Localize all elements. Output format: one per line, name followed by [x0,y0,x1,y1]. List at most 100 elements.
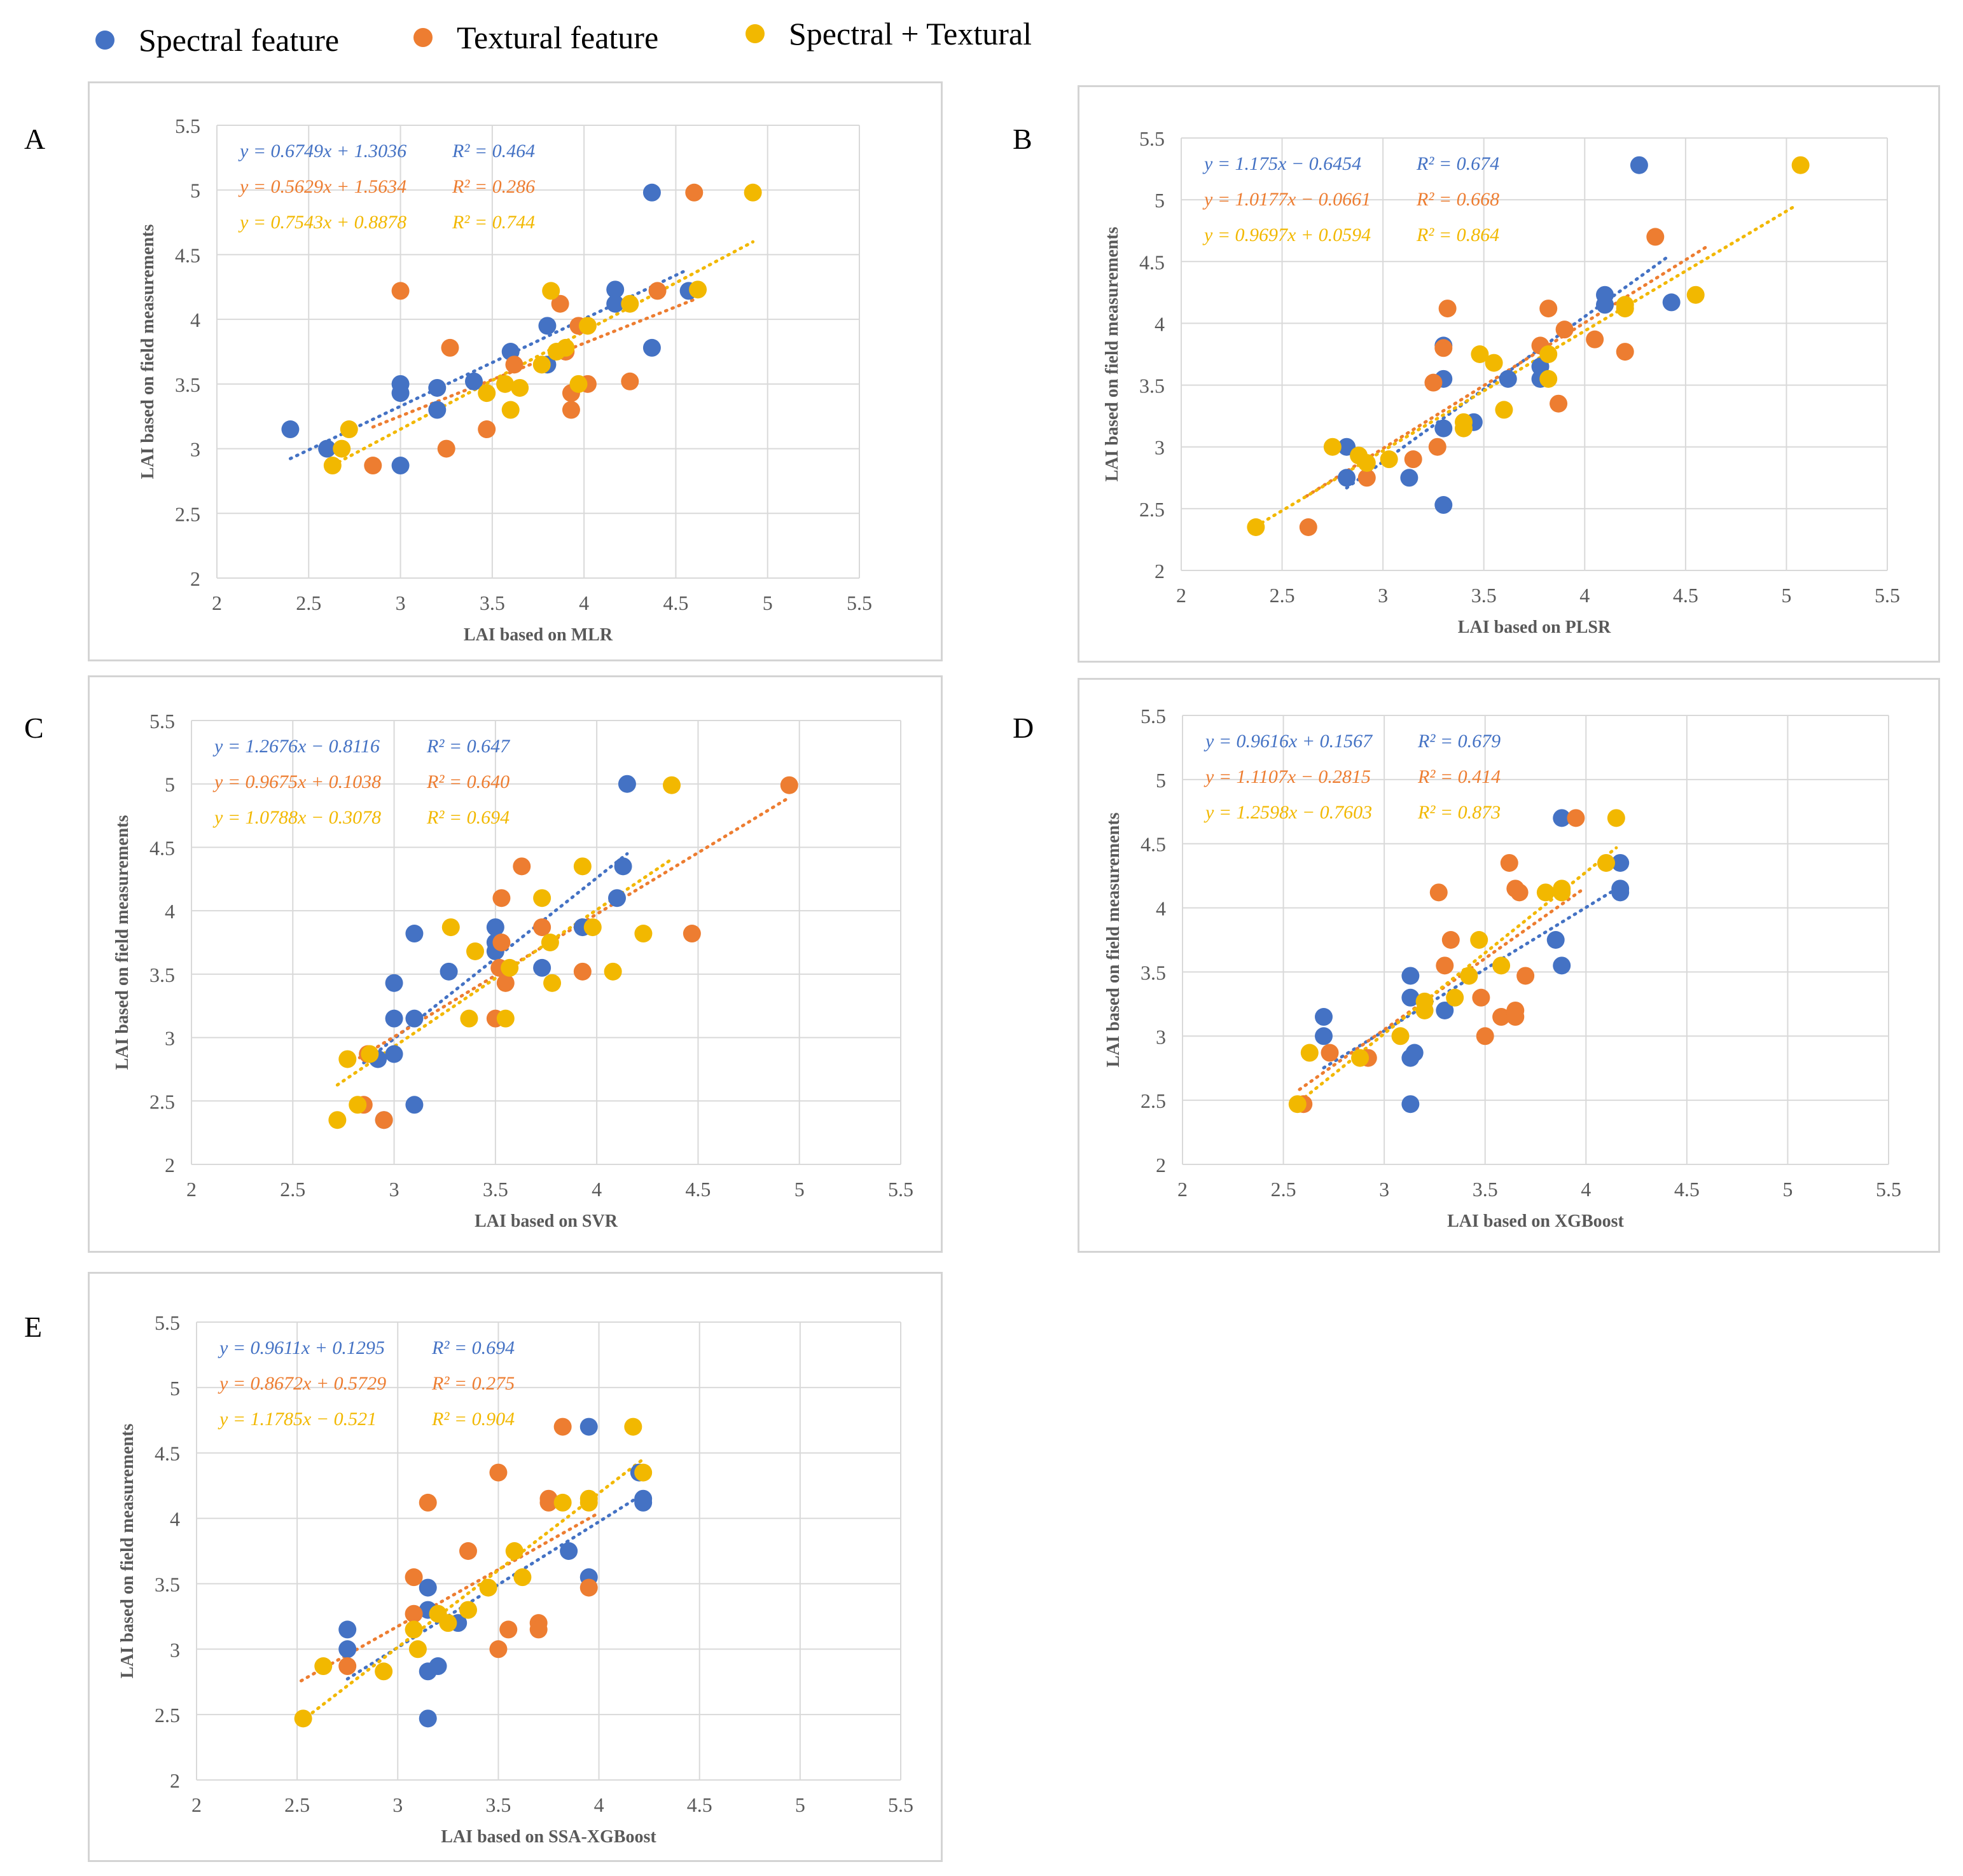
data-point [511,378,529,397]
data-point [385,1009,403,1028]
legend-dot-spectral [95,31,114,50]
data-point [1516,967,1535,985]
data-point [1434,419,1453,438]
data-point [405,925,424,943]
y-tick-label: 3 [1155,436,1165,459]
data-point [405,1096,424,1114]
x-tick-label: 3.5 [1471,584,1497,607]
data-point [1424,373,1443,392]
data-point [1539,369,1558,388]
y-tick-label: 3 [190,438,200,461]
data-point [634,1463,653,1482]
data-point [1553,879,1571,898]
r-squared-label: R² = 0.674 [1416,153,1499,174]
data-point [466,942,484,960]
x-tick-label: 5.5 [888,1793,913,1816]
y-tick-label: 2 [1155,560,1165,583]
y-tick-label: 5 [1156,769,1166,792]
data-point [489,1463,508,1482]
equation-label: y = 1.0788x − 0.3078 [212,807,381,828]
data-point [1300,1044,1319,1062]
y-tick-label: 2 [190,567,200,590]
data-point [621,372,639,390]
chart-svg-b: 2 2.5 3 3.5 4 4.5 5 5.5 2 2.5 3 3.5 4 4.5 5 5.5 LAI base… [1102,127,1900,637]
x-tick-label: 2 [1176,584,1186,607]
y-tick-label: 3.5 [1141,961,1166,984]
data-point [375,1662,393,1681]
y-tick-label: 3.5 [155,1573,180,1596]
data-point [1476,1027,1494,1045]
data-point [606,294,625,313]
legend-dot-textural [413,28,433,47]
r-squared-label: R² = 0.275 [431,1373,515,1394]
data-point [499,1620,518,1639]
data-point [529,1620,548,1639]
y-tick-label: 2.5 [175,502,200,525]
data-point [1539,300,1558,318]
data-point [1495,401,1513,419]
y-tick-label: 4.5 [1141,833,1166,856]
data-point [385,1045,403,1063]
data-point [1567,809,1585,827]
data-point [1686,286,1705,304]
legend-item-spectral: Spectral feature [95,22,339,59]
data-point [501,958,519,977]
chart-panel-a-mlr: 2 2.5 3 3.5 4 4.5 5 5.5 2 2.5 3 3.5 4 4.5 5 5.5 LAI base… [88,81,943,661]
data-point [1323,438,1342,456]
data-point [505,1542,524,1560]
y-tick-label: 3 [170,1638,180,1661]
data-point [391,384,410,403]
equation-label: y = 0.9611x + 0.1295 [218,1337,385,1358]
data-point [538,317,557,335]
r-squared-label: R² = 0.647 [426,736,511,757]
data-point [1455,419,1473,438]
legend: Spectral feature Textural feature Spectr… [76,9,1158,72]
y-tick-label: 4 [165,900,175,923]
chart-svg-e: 2 2.5 3 3.5 4 4.5 5 5.5 2 2.5 3 3.5 4 4.5 5 5.5 LAI base… [118,1311,913,1847]
equation-label: y = 1.2676x − 0.8116 [212,736,380,757]
panel-letter-c: C [24,712,44,744]
y-tick-label: 3.5 [149,963,175,986]
data-point [361,1045,379,1063]
data-point [533,958,551,977]
data-point [437,439,455,458]
data-point [1351,1049,1370,1067]
r-squared-label: R² = 0.744 [452,212,535,233]
data-point [1247,518,1265,536]
data-point [1546,931,1565,949]
x-tick-label: 4 [579,591,589,614]
x-tick-label: 4.5 [663,591,688,614]
x-tick-label: 3 [396,591,406,614]
chart-panel-b-plsr: 2 2.5 3 3.5 4 4.5 5 5.5 2 2.5 3 3.5 4 4.5 5 5.5 LAI base… [1078,85,1940,663]
data-point [496,375,515,393]
data-point [1429,883,1448,902]
data-point [405,1568,423,1587]
y-tick-label: 2.5 [149,1090,175,1113]
data-point [541,934,559,951]
data-point [1470,931,1488,949]
data-point [1315,1027,1333,1045]
chart-svg-d: 2 2.5 3 3.5 4 4.5 5 5.5 2 2.5 3 3.5 4 4.5 5 5.5 LAI base… [1104,705,1901,1231]
data-point [1357,469,1376,487]
data-point [689,280,707,299]
trendline-spectral-textural [331,240,755,467]
data-point [408,1640,427,1659]
data-point [328,1111,347,1129]
data-point [1436,956,1454,975]
data-point [340,420,358,439]
chart-svg-a: 2 2.5 3 3.5 4 4.5 5 5.5 2 2.5 3 3.5 4 4.5 5 5.5 LAI base… [138,114,872,645]
y-tick-label: 5 [1155,189,1165,212]
x-tick-label: 2.5 [280,1178,305,1201]
x-tick-label: 5 [763,591,773,614]
data-point [428,378,447,397]
data-point [608,889,626,907]
y-axis-title: LAI based on field measurements [1104,812,1123,1067]
data-point [642,183,661,202]
chart-panel-e-ssa-xgboost: 2 2.5 3 3.5 4 4.5 5 5.5 2 2.5 3 3.5 4 4.5 5 5.5 LAI base… [88,1272,943,1862]
x-tick-label: 3.5 [480,591,505,614]
legend-item-combined: Spectral + Textural [746,15,1032,52]
data-point [318,439,336,458]
legend-label-textural: Textural feature [457,20,659,55]
y-tick-label: 3 [165,1027,175,1050]
data-point [553,1417,572,1436]
